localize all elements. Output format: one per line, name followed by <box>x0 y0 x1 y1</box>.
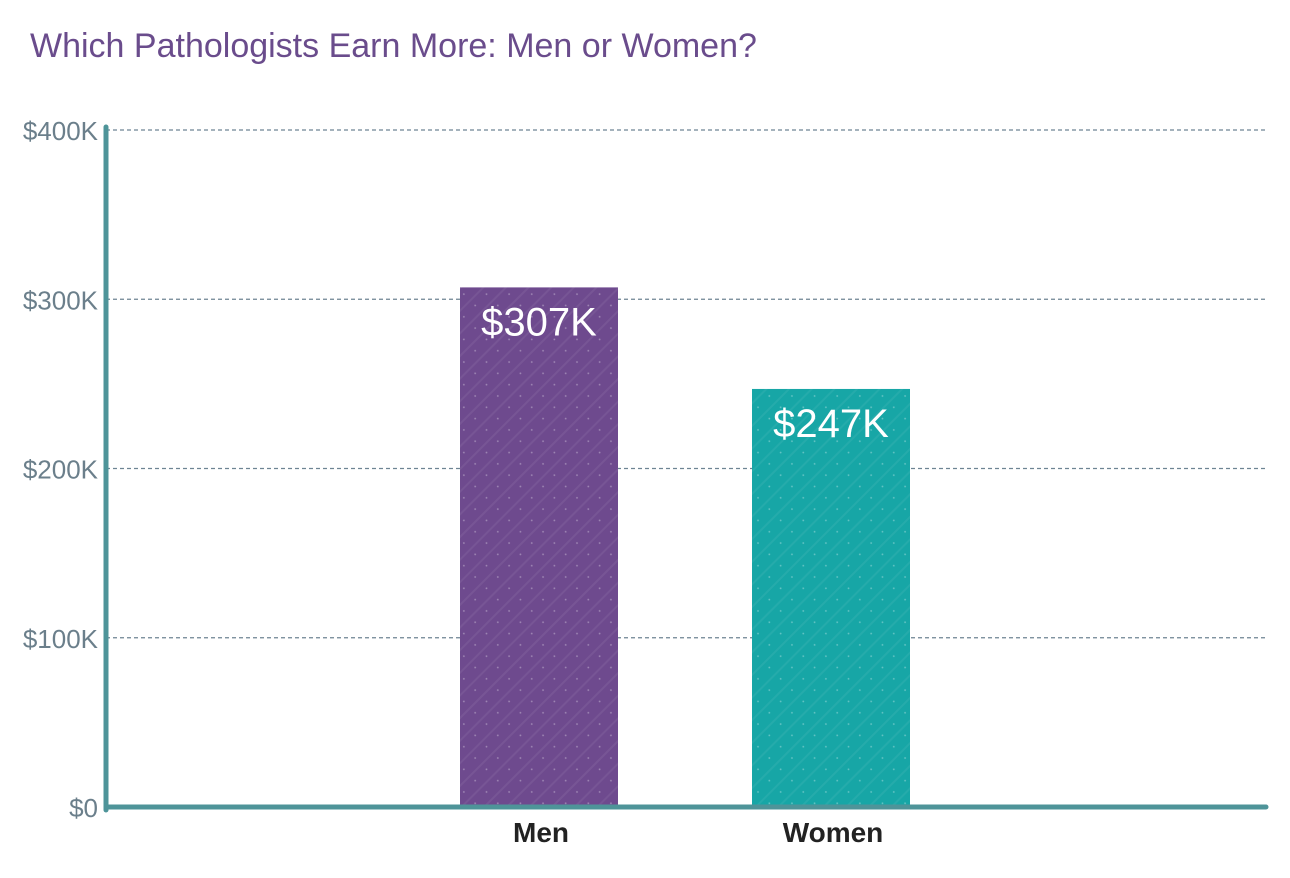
y-tick-label: $300K <box>23 285 99 315</box>
data-labels: $307K $247K <box>481 300 889 446</box>
bar-texture-men <box>460 287 618 808</box>
data-label-men: $307K <box>481 300 597 344</box>
y-tick-label: $100K <box>23 624 99 654</box>
axes <box>103 124 1269 813</box>
y-axis-tick-labels: $0 $100K $200K $300K $400K <box>23 116 99 823</box>
y-tick-label: $200K <box>23 455 99 485</box>
chart-title: Which Pathologists Earn More: Men or Wom… <box>30 27 757 65</box>
bars <box>460 287 910 808</box>
bar-texture-women <box>752 388 910 807</box>
data-label-women: $247K <box>773 402 889 446</box>
y-tick-label: $400K <box>23 116 99 146</box>
x-category-label-men: Men <box>513 817 569 848</box>
x-axis-category-labels: Men Women <box>513 817 883 848</box>
y-tick-label: $0 <box>69 793 98 823</box>
grid-lines <box>106 129 1266 639</box>
x-category-label-women: Women <box>783 817 884 848</box>
